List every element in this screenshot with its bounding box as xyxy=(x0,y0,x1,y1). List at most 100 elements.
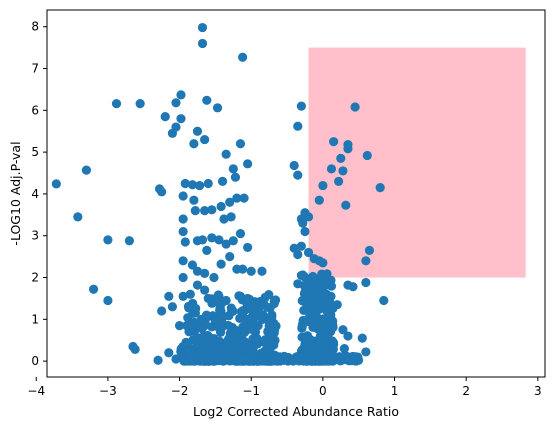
data-point xyxy=(243,242,253,253)
data-point xyxy=(269,325,280,335)
data-point xyxy=(304,285,314,295)
data-point xyxy=(319,339,330,349)
data-point xyxy=(246,266,256,276)
data-point xyxy=(311,342,321,352)
data-point xyxy=(157,306,167,316)
x-tick-label: −3 xyxy=(99,384,117,398)
x-tick-label: −1 xyxy=(242,384,260,398)
data-point xyxy=(258,310,268,320)
data-point xyxy=(111,99,122,109)
data-point xyxy=(253,321,263,331)
data-point xyxy=(228,164,238,174)
data-point xyxy=(200,134,210,145)
data-point xyxy=(338,166,348,176)
data-point xyxy=(291,352,301,362)
data-point xyxy=(239,193,249,203)
x-tick-label: −4 xyxy=(27,384,45,398)
data-point xyxy=(213,290,223,300)
data-point xyxy=(349,352,359,362)
x-axis-label: Log2 Corrected Abundance Ratio xyxy=(193,404,399,419)
data-point xyxy=(314,195,324,205)
data-point xyxy=(197,323,207,334)
points-layer xyxy=(51,22,389,366)
data-point xyxy=(211,315,221,325)
y-tick-label: 7 xyxy=(31,62,39,76)
data-point xyxy=(183,313,193,323)
data-point xyxy=(303,247,314,258)
data-point xyxy=(310,290,320,300)
data-point xyxy=(244,324,254,334)
data-point xyxy=(350,102,360,112)
data-point xyxy=(238,264,248,274)
data-point xyxy=(329,137,339,147)
data-point xyxy=(299,305,309,315)
data-point xyxy=(245,316,255,326)
y-tick-label: 4 xyxy=(31,187,39,201)
data-point xyxy=(171,354,181,364)
data-point xyxy=(178,214,188,224)
y-axis-label: -LOG10 Adj.P-val xyxy=(8,141,23,245)
data-point xyxy=(153,355,163,365)
data-point xyxy=(219,214,229,224)
data-point xyxy=(269,299,279,309)
data-point xyxy=(217,176,228,186)
data-point xyxy=(327,336,337,346)
data-point xyxy=(197,22,208,33)
data-point xyxy=(203,178,213,189)
data-point xyxy=(178,291,188,301)
data-point xyxy=(174,320,185,331)
data-point xyxy=(315,331,326,341)
highlight-layer xyxy=(308,47,526,278)
data-point xyxy=(178,226,188,237)
x-tick-label: 2 xyxy=(462,384,470,398)
data-point xyxy=(238,52,248,62)
data-point xyxy=(51,179,61,189)
data-point xyxy=(189,195,199,205)
data-point xyxy=(187,260,198,270)
data-point xyxy=(212,103,223,113)
data-point xyxy=(178,256,188,266)
data-point xyxy=(160,111,170,122)
x-tick-label: 3 xyxy=(534,384,542,398)
data-point xyxy=(257,356,267,366)
data-point xyxy=(195,337,205,347)
data-point xyxy=(375,183,385,193)
data-point xyxy=(164,291,174,301)
data-point xyxy=(338,325,348,335)
data-point xyxy=(251,334,262,344)
data-point xyxy=(301,333,311,343)
data-point xyxy=(189,139,199,149)
data-point xyxy=(216,259,226,269)
data-point xyxy=(361,277,371,288)
data-point xyxy=(318,180,328,191)
data-point xyxy=(88,284,99,294)
data-point xyxy=(190,206,200,216)
data-point xyxy=(232,193,242,203)
data-point xyxy=(340,352,351,362)
data-point xyxy=(171,98,181,108)
data-point xyxy=(307,273,317,283)
data-point xyxy=(341,200,351,210)
y-tick-label: 6 xyxy=(31,103,39,117)
data-point xyxy=(235,139,246,149)
data-point xyxy=(214,235,224,245)
data-point xyxy=(206,354,216,365)
y-tick-label: 0 xyxy=(31,354,39,368)
data-point xyxy=(379,295,389,306)
data-point xyxy=(130,344,140,355)
data-point xyxy=(306,303,316,313)
data-point xyxy=(275,356,285,366)
data-point xyxy=(192,266,203,276)
data-point xyxy=(262,302,272,312)
data-point xyxy=(235,229,246,239)
data-point xyxy=(243,159,253,169)
data-point xyxy=(226,340,236,350)
data-point xyxy=(312,322,322,333)
data-point xyxy=(247,351,257,361)
data-point xyxy=(185,289,195,299)
data-point xyxy=(361,347,371,357)
data-point xyxy=(227,322,237,333)
data-point xyxy=(318,258,328,268)
data-point xyxy=(176,344,186,354)
